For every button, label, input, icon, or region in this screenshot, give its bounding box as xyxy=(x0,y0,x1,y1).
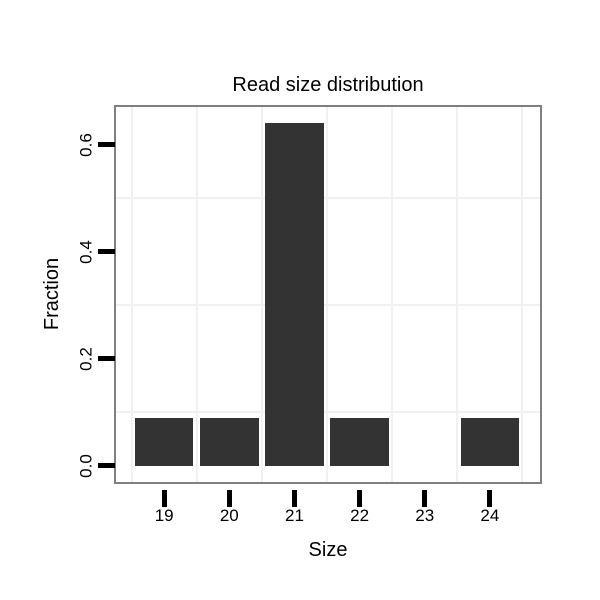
x-tick-label: 21 xyxy=(284,506,304,525)
x-tick xyxy=(291,490,297,507)
y-tick-label: 0.0 xyxy=(76,454,96,478)
y-tick xyxy=(98,356,115,362)
y-tick xyxy=(98,142,115,147)
x-tick xyxy=(357,490,363,507)
y-tick-label: 0.2 xyxy=(76,346,96,371)
y-tick xyxy=(98,463,115,469)
y-tick-label: 0.6 xyxy=(76,132,96,157)
v-gridline xyxy=(521,107,524,482)
x-tick-label: 24 xyxy=(480,506,500,525)
chart-title: Read size distribution xyxy=(232,74,424,96)
x-axis-label: Size xyxy=(308,539,348,561)
v-gridline xyxy=(326,107,329,482)
y-axis-label: Fraction xyxy=(41,257,63,331)
x-tick-label: 22 xyxy=(350,506,370,525)
x-tick-label: 20 xyxy=(219,506,239,525)
v-gridline xyxy=(195,107,198,482)
bar xyxy=(460,417,520,466)
bar xyxy=(134,417,194,466)
x-tick xyxy=(487,490,493,507)
x-tick-label: 23 xyxy=(415,506,435,525)
bar xyxy=(265,123,324,466)
v-gridline xyxy=(391,107,394,482)
x-tick xyxy=(226,490,232,507)
y-tick-label: 0.4 xyxy=(76,239,96,264)
x-tick xyxy=(161,490,167,507)
v-gridline xyxy=(260,107,263,482)
x-tick-label: 19 xyxy=(154,506,174,525)
h-gridline xyxy=(116,197,540,200)
h-gridline xyxy=(116,411,540,414)
y-tick xyxy=(98,249,115,255)
bar xyxy=(200,417,259,466)
v-gridline xyxy=(456,107,459,482)
v-gridline xyxy=(130,107,133,482)
x-tick xyxy=(422,490,428,507)
plot-panel xyxy=(116,107,540,482)
h-gridline xyxy=(116,304,540,307)
bar xyxy=(330,417,389,466)
